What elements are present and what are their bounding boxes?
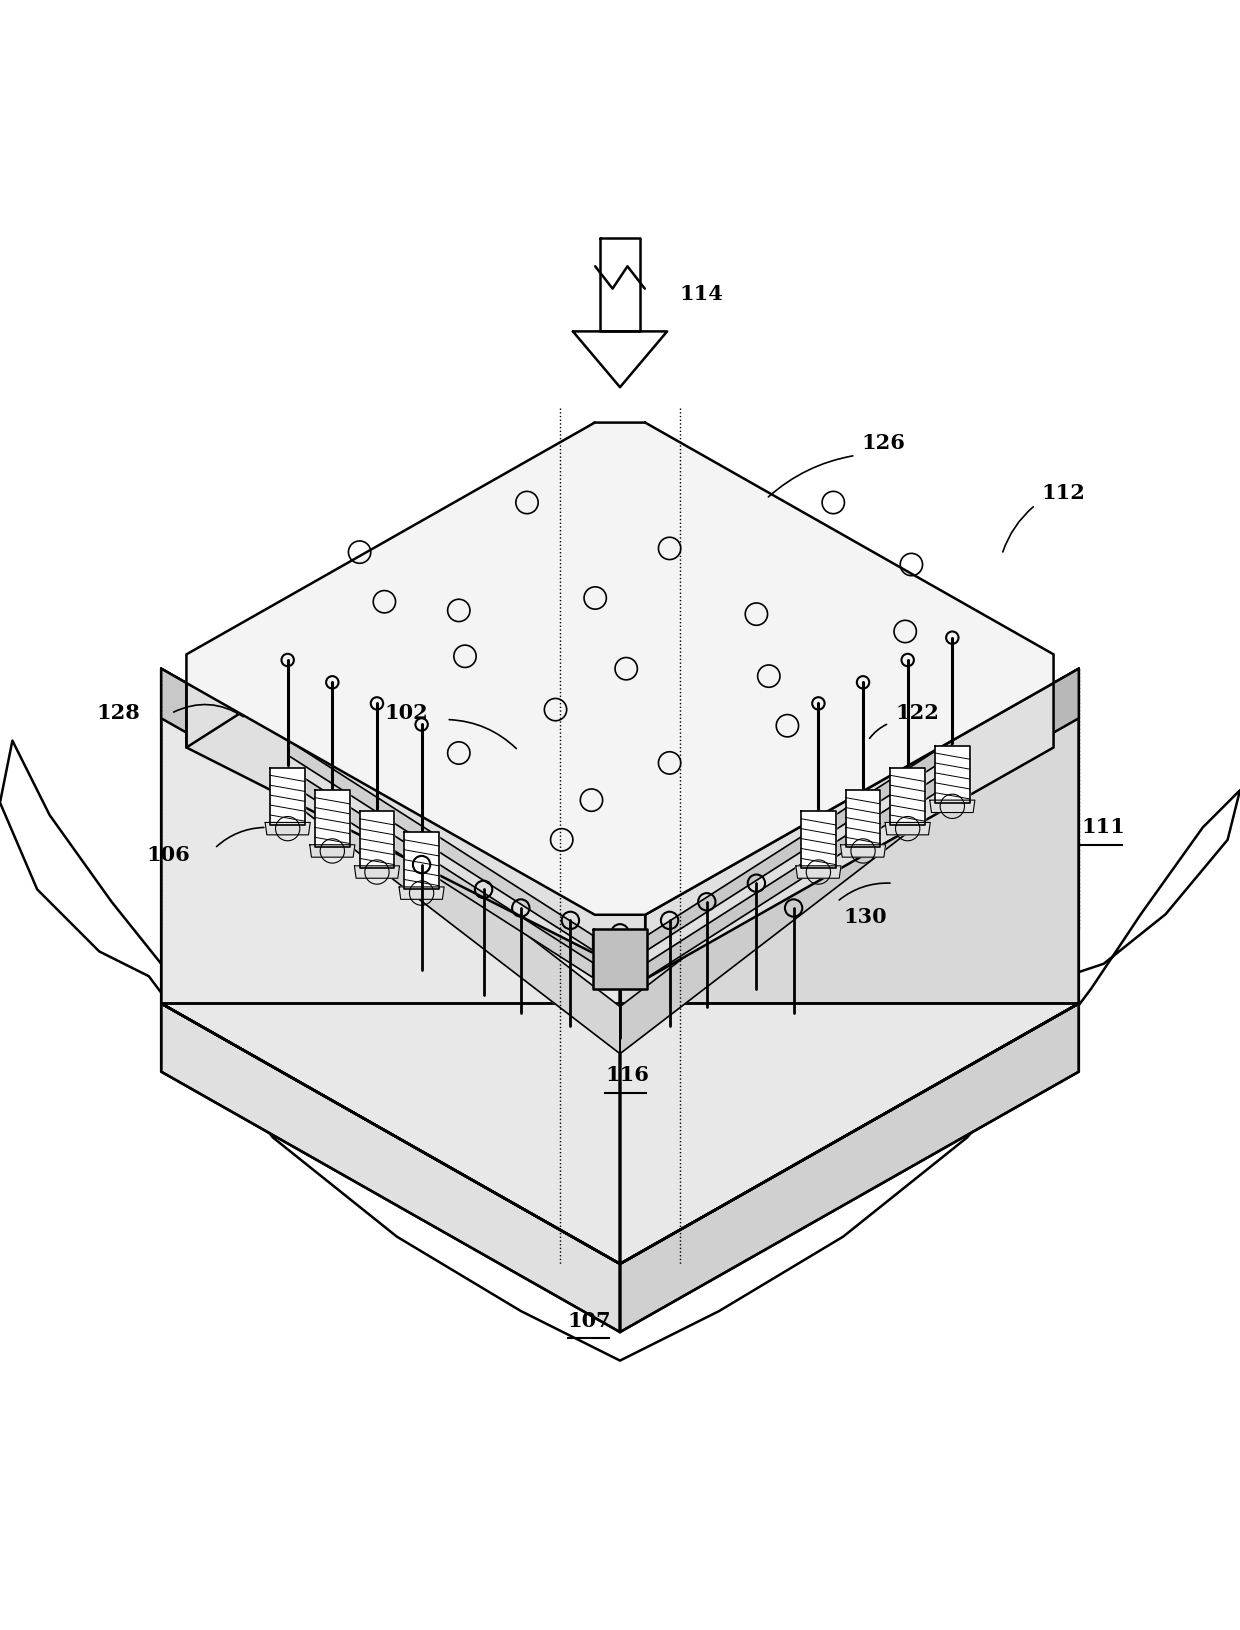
Polygon shape	[0, 740, 1240, 1361]
Polygon shape	[161, 668, 620, 1263]
Polygon shape	[161, 668, 620, 978]
Polygon shape	[890, 768, 925, 825]
Polygon shape	[930, 800, 975, 812]
Polygon shape	[593, 929, 647, 989]
Text: 114: 114	[680, 284, 723, 305]
Text: 126: 126	[862, 434, 905, 453]
Polygon shape	[645, 683, 1054, 980]
Text: 102: 102	[384, 703, 428, 724]
Polygon shape	[186, 683, 645, 980]
Text: 106: 106	[146, 844, 190, 864]
Polygon shape	[796, 866, 841, 879]
Polygon shape	[647, 740, 952, 950]
Polygon shape	[841, 844, 885, 857]
Polygon shape	[846, 791, 880, 848]
Polygon shape	[186, 422, 595, 748]
Polygon shape	[620, 668, 1079, 978]
Text: 128: 128	[97, 703, 140, 724]
Polygon shape	[265, 823, 310, 835]
Polygon shape	[885, 823, 930, 835]
Polygon shape	[161, 1004, 1079, 1263]
Polygon shape	[647, 768, 952, 978]
Polygon shape	[161, 668, 620, 1263]
Polygon shape	[288, 768, 593, 978]
Text: 107: 107	[568, 1311, 611, 1332]
Polygon shape	[620, 668, 1079, 1263]
Text: 116: 116	[605, 1066, 649, 1086]
Text: 111: 111	[1081, 817, 1125, 838]
Polygon shape	[270, 768, 305, 825]
Polygon shape	[600, 238, 640, 331]
Polygon shape	[288, 740, 593, 950]
Polygon shape	[246, 719, 620, 1053]
Polygon shape	[620, 719, 994, 1053]
Polygon shape	[246, 691, 994, 1007]
Polygon shape	[620, 1004, 1079, 1332]
Polygon shape	[310, 844, 355, 857]
Polygon shape	[355, 866, 399, 879]
Polygon shape	[315, 791, 350, 848]
Polygon shape	[161, 1004, 620, 1332]
Text: 130: 130	[843, 906, 887, 927]
Polygon shape	[399, 887, 444, 900]
Polygon shape	[161, 1004, 1079, 1263]
Polygon shape	[573, 331, 667, 388]
Polygon shape	[935, 745, 970, 802]
Text: 122: 122	[895, 703, 939, 724]
Polygon shape	[801, 812, 836, 869]
Text: 112: 112	[1042, 482, 1085, 502]
Polygon shape	[404, 833, 439, 890]
Polygon shape	[186, 422, 1054, 914]
Polygon shape	[620, 668, 1079, 1263]
Polygon shape	[620, 1004, 1079, 1332]
Polygon shape	[360, 812, 394, 869]
Polygon shape	[161, 1004, 620, 1332]
